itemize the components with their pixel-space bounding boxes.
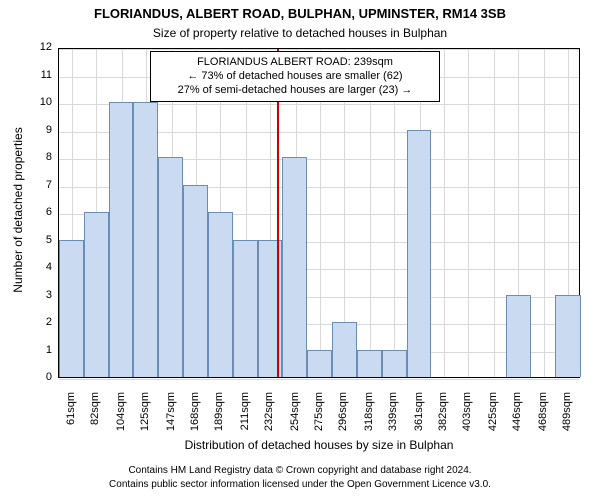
gridline-vertical	[544, 49, 545, 377]
y-tick-label: 9	[28, 124, 52, 136]
histogram-bar	[307, 350, 332, 378]
histogram-bar	[109, 102, 134, 377]
x-tick-label: 125sqm	[139, 392, 151, 442]
y-tick-label: 3	[28, 289, 52, 301]
histogram-bar	[282, 157, 307, 377]
x-tick-label: 446sqm	[511, 392, 523, 442]
histogram-bar	[233, 240, 258, 378]
histogram-bar	[382, 350, 407, 378]
x-tick-label: 361sqm	[413, 392, 425, 442]
x-tick-label: 489sqm	[561, 392, 573, 442]
x-tick-label: 189sqm	[213, 392, 225, 442]
histogram-bar	[506, 295, 531, 378]
gridline-horizontal	[59, 49, 579, 50]
histogram-bar	[158, 157, 183, 377]
histogram-bar	[84, 212, 109, 377]
gridline-vertical	[444, 49, 445, 377]
annotation-box: FLORIANDUS ALBERT ROAD: 239sqm ← 73% of …	[150, 51, 440, 102]
x-tick-label: 425sqm	[487, 392, 499, 442]
y-tick-label: 6	[28, 206, 52, 218]
x-tick-label: 211sqm	[239, 392, 251, 442]
histogram-bar	[357, 350, 382, 378]
x-tick-label: 61sqm	[65, 392, 77, 442]
annotation-line2: ← 73% of detached houses are smaller (62…	[161, 70, 429, 84]
x-tick-label: 275sqm	[313, 392, 325, 442]
histogram-bar	[332, 322, 357, 377]
y-tick-label: 0	[28, 371, 52, 383]
histogram-bar	[133, 102, 158, 377]
x-tick-label: 254sqm	[289, 392, 301, 442]
y-tick-label: 2	[28, 316, 52, 328]
x-tick-label: 168sqm	[189, 392, 201, 442]
y-tick-label: 5	[28, 234, 52, 246]
gridline-vertical	[494, 49, 495, 377]
y-tick-label: 7	[28, 179, 52, 191]
y-tick-label: 11	[28, 69, 52, 81]
annotation-line1: FLORIANDUS ALBERT ROAD: 239sqm	[161, 56, 429, 70]
histogram-bar	[59, 240, 84, 378]
histogram-bar	[183, 185, 208, 378]
y-tick-label: 1	[28, 344, 52, 356]
y-tick-label: 8	[28, 151, 52, 163]
y-axis-label: Number of detached properties	[11, 110, 25, 310]
gridline-horizontal	[59, 379, 579, 380]
footer-line-1: Contains HM Land Registry data © Crown c…	[0, 465, 600, 476]
histogram-bar	[407, 130, 432, 378]
histogram-bar	[555, 295, 581, 378]
chart-title-sub: Size of property relative to detached ho…	[0, 26, 600, 40]
y-tick-label: 12	[28, 41, 52, 53]
footer-line-2: Contains public sector information licen…	[0, 479, 600, 490]
x-tick-label: 403sqm	[461, 392, 473, 442]
x-tick-label: 232sqm	[263, 392, 275, 442]
y-tick-label: 4	[28, 261, 52, 273]
x-tick-label: 296sqm	[337, 392, 349, 442]
x-tick-label: 318sqm	[363, 392, 375, 442]
y-tick-label: 10	[28, 96, 52, 108]
chart-title-main: FLORIANDUS, ALBERT ROAD, BULPHAN, UPMINS…	[0, 6, 600, 21]
gridline-vertical	[468, 49, 469, 377]
x-tick-label: 468sqm	[537, 392, 549, 442]
x-tick-label: 104sqm	[115, 392, 127, 442]
chart-container: FLORIANDUS, ALBERT ROAD, BULPHAN, UPMINS…	[0, 0, 600, 500]
annotation-line3: 27% of semi-detached houses are larger (…	[161, 84, 429, 98]
histogram-bar	[208, 212, 233, 377]
x-tick-label: 82sqm	[89, 392, 101, 442]
x-tick-label: 382sqm	[437, 392, 449, 442]
x-tick-label: 147sqm	[165, 392, 177, 442]
x-tick-label: 339sqm	[387, 392, 399, 442]
